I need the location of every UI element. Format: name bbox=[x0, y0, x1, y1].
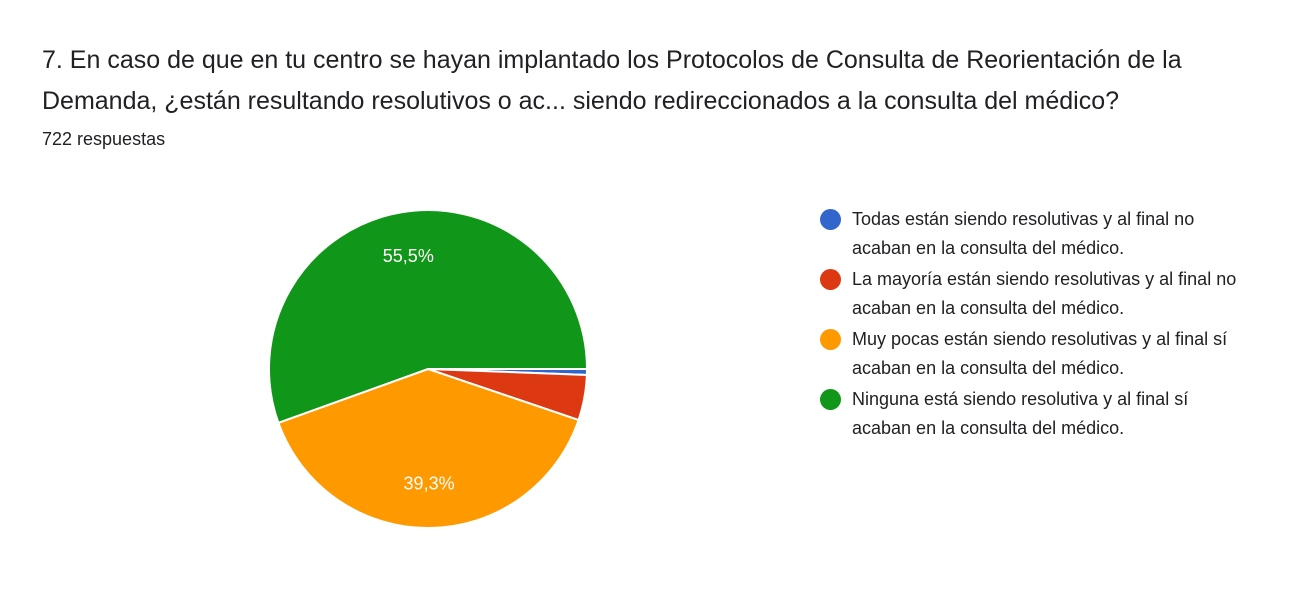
legend-label: La mayoría están siendo resolutivas y al… bbox=[852, 269, 1237, 318]
response-count: 722 respuestas bbox=[42, 129, 166, 149]
chart-header: 7. En caso de que en tu centro se hayan … bbox=[42, 40, 1272, 151]
legend-item: Muy pocas están siendo resolutivas y al … bbox=[820, 325, 1240, 383]
pie-labels: 39,3% 55,5% bbox=[383, 246, 455, 493]
legend-color-dot-icon bbox=[820, 269, 841, 290]
pie-slice-label-4: 55,5% bbox=[383, 246, 434, 266]
legend-color-dot-icon bbox=[820, 389, 841, 410]
pie-slices bbox=[268, 209, 589, 529]
pie-slice-label-3: 39,3% bbox=[404, 473, 455, 493]
legend-color-dot-icon bbox=[820, 329, 841, 350]
legend-item: La mayoría están siendo resolutivas y al… bbox=[820, 265, 1240, 323]
legend-item: Todas están siendo resolutivas y al fina… bbox=[820, 205, 1240, 263]
question-title: 7. En caso de que en tu centro se hayan … bbox=[42, 46, 1182, 115]
legend-color-dot-icon bbox=[820, 209, 841, 230]
legend-label: Muy pocas están siendo resolutivas y al … bbox=[852, 329, 1228, 378]
legend-label: Todas están siendo resolutivas y al fina… bbox=[852, 209, 1195, 258]
legend-item: Ninguna está siendo resolutiva y al fina… bbox=[820, 385, 1240, 443]
pie-slice-4 bbox=[268, 209, 589, 425]
chart-legend: Todas están siendo resolutivas y al fina… bbox=[820, 205, 1240, 445]
legend-label: Ninguna está siendo resolutiva y al fina… bbox=[852, 389, 1189, 438]
pie-slice-3 bbox=[277, 367, 580, 529]
